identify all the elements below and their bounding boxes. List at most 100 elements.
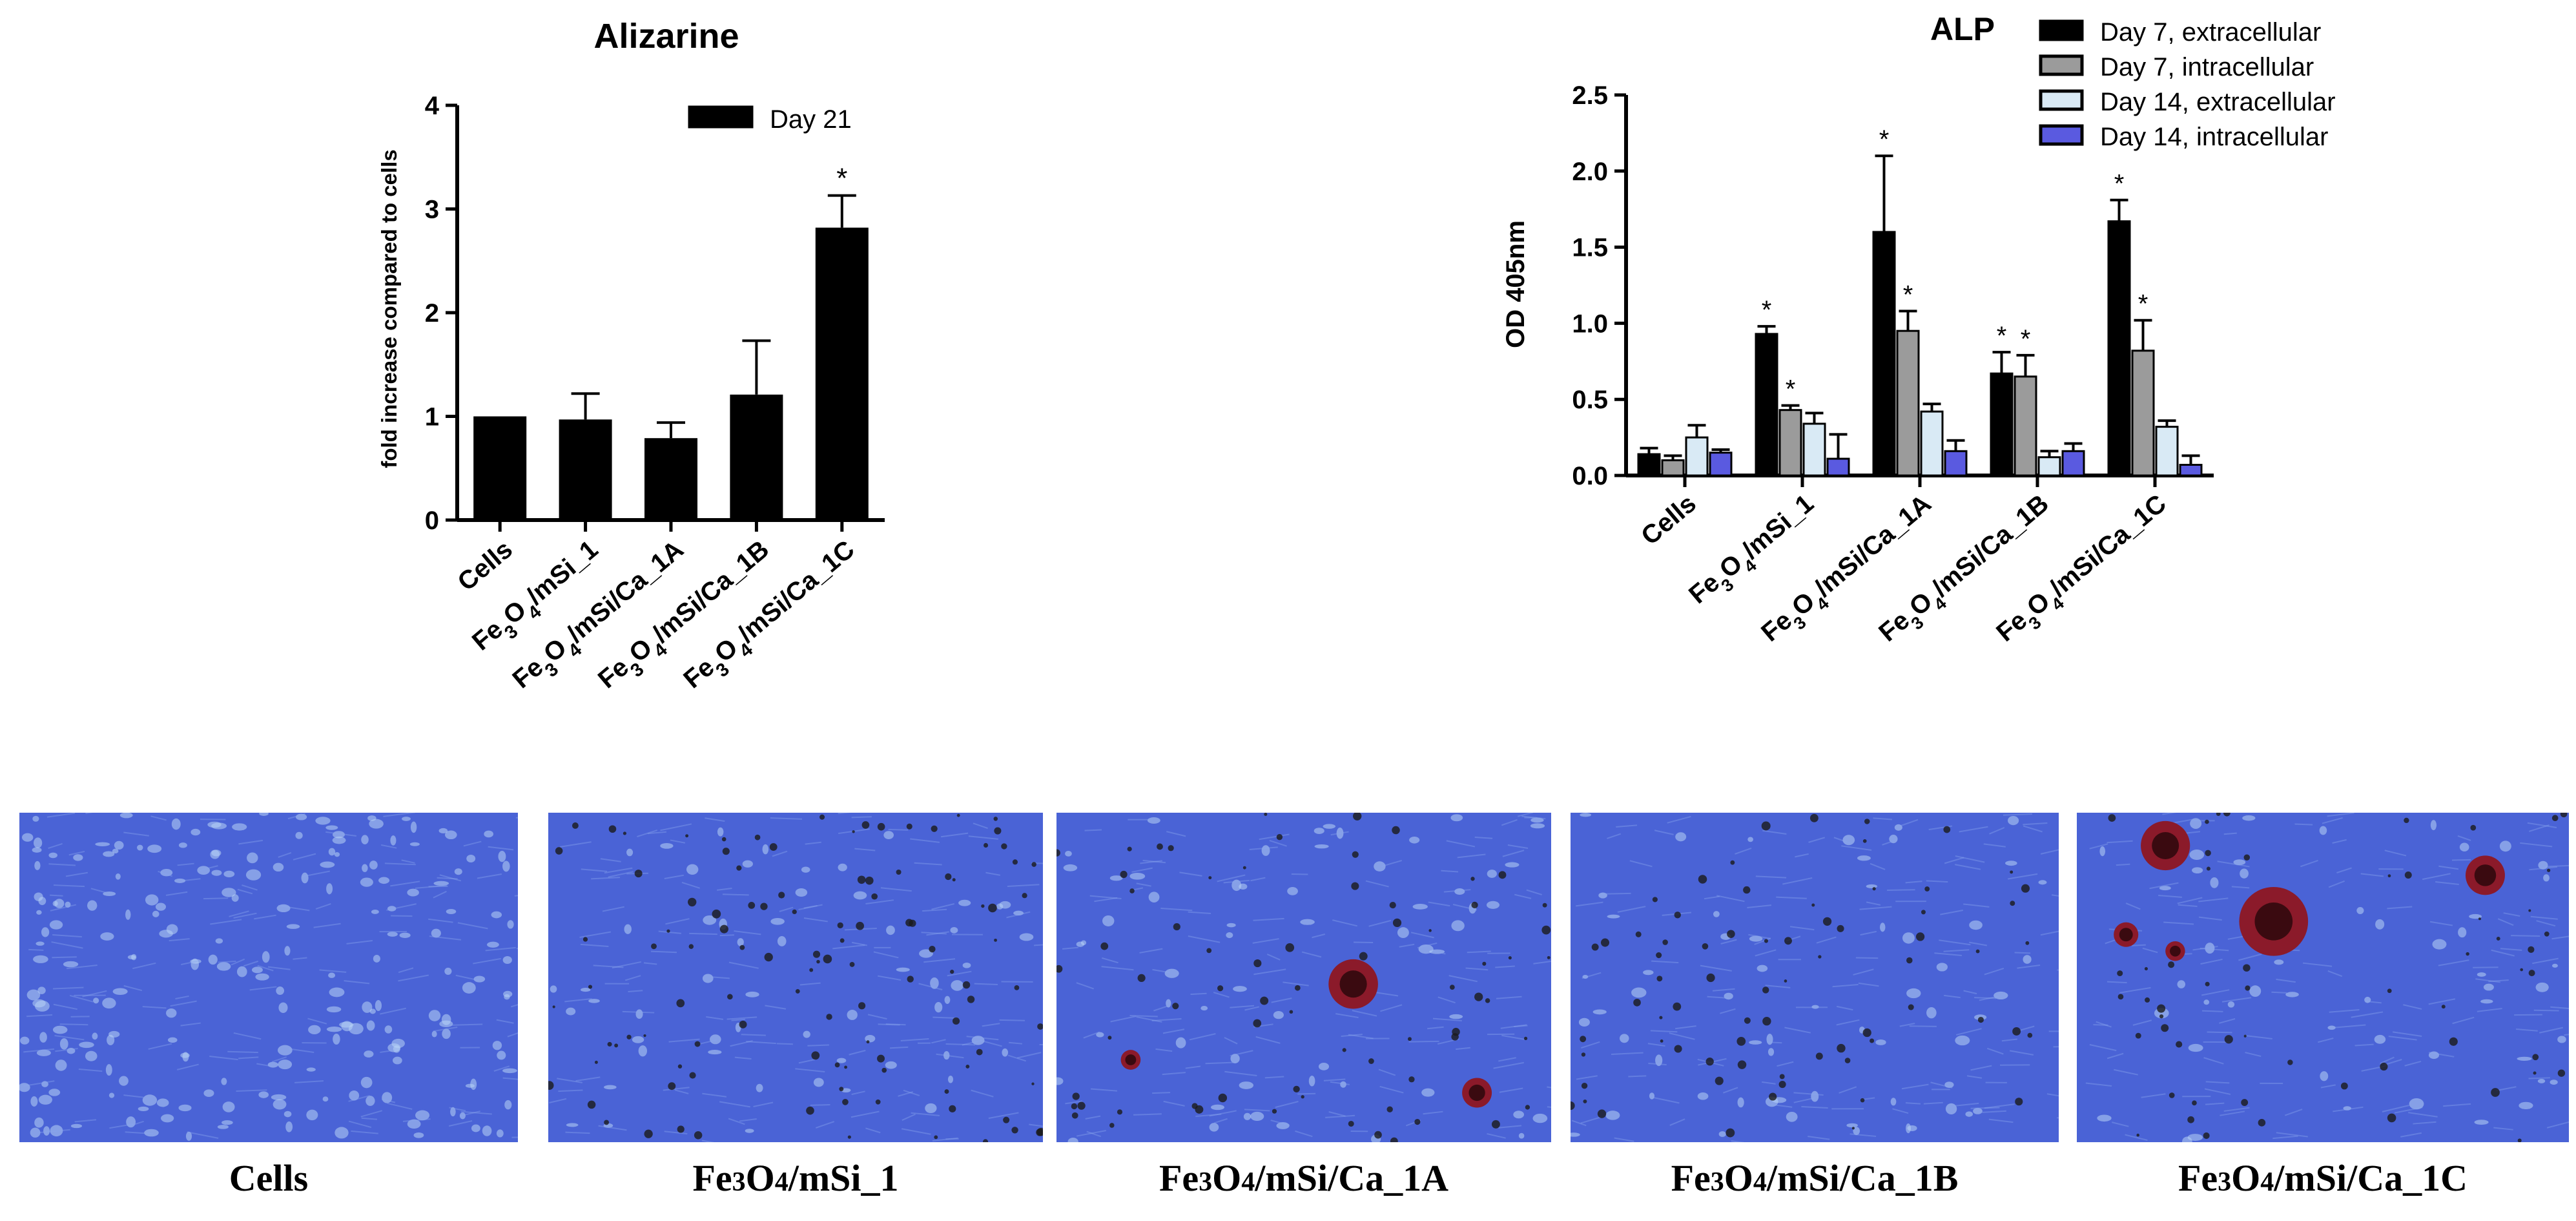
cell (92, 1032, 98, 1040)
fiber (187, 1131, 219, 1139)
cell (329, 987, 345, 997)
cell (2181, 1136, 2192, 1142)
deposit (548, 1081, 554, 1090)
fiber (668, 1038, 700, 1043)
fiber (2477, 1008, 2502, 1012)
fiber (2023, 825, 2043, 833)
alizarine-y-axis-label: fold increase compared to cells (377, 149, 401, 468)
calcium-nodule-core (1125, 1054, 1137, 1065)
cell (19, 1036, 30, 1045)
cell (1175, 1037, 1186, 1049)
fiber (1163, 1100, 1185, 1107)
cell (34, 837, 43, 848)
fiber (663, 1087, 690, 1091)
micrograph-caption: Fe3O4/mSi/Ca_1B (1671, 1157, 1959, 1199)
legend-swatch (688, 105, 754, 129)
deposit (1217, 985, 1224, 992)
deposit (984, 842, 989, 848)
cell (1713, 911, 1720, 917)
cell (1261, 845, 1270, 856)
fiber (598, 1125, 627, 1131)
cell (79, 1041, 94, 1049)
deposit (2387, 988, 2392, 994)
cell (626, 848, 634, 857)
fiber (1295, 1130, 1313, 1138)
fiber (2114, 1069, 2138, 1076)
cell (1902, 932, 1915, 944)
deposit (676, 999, 685, 1008)
fiber (485, 946, 516, 952)
fiber (1283, 981, 1309, 986)
fiber (294, 1080, 324, 1083)
deposit (1809, 813, 1819, 822)
fiber (795, 1068, 825, 1073)
cell (1518, 1132, 1525, 1139)
cell (703, 915, 717, 925)
cell (1697, 1092, 1709, 1100)
deposit (2136, 1133, 2139, 1137)
deposit (2168, 961, 2175, 968)
deposit (2117, 970, 2123, 977)
cell (2557, 1036, 2566, 1043)
cell (1109, 875, 1123, 881)
deposit (905, 919, 913, 927)
cell (1578, 1018, 1590, 1027)
cell (48, 852, 57, 859)
fiber (1816, 936, 1837, 944)
cell (413, 1132, 424, 1138)
fiber (229, 910, 249, 917)
fiber (1600, 892, 1631, 895)
deposit (1117, 1109, 1123, 1115)
cell (262, 951, 270, 963)
significance-marker: * (1762, 296, 1772, 324)
cell (2190, 818, 2202, 829)
deposit (677, 1125, 685, 1133)
fiber (493, 1065, 510, 1072)
fiber (2520, 842, 2553, 848)
calcium-nodule-core (1339, 970, 1367, 998)
cell (1336, 828, 1344, 839)
micrograph-cells (19, 813, 518, 1142)
cell (431, 928, 441, 938)
fiber (1031, 862, 1043, 864)
fiber (660, 823, 692, 831)
fiber (1793, 1092, 1824, 1096)
deposit (2135, 1032, 2141, 1039)
cell (178, 842, 187, 848)
cell (2177, 980, 2186, 988)
fiber (2198, 897, 2229, 903)
fiber (889, 1046, 909, 1049)
fiber (165, 891, 188, 896)
fiber (2192, 946, 2218, 951)
deposit (2176, 1041, 2183, 1048)
bar (1802, 423, 1826, 477)
cell (52, 1025, 68, 1034)
fiber (734, 930, 761, 935)
cell (473, 976, 486, 983)
deposit (1652, 897, 1658, 903)
fiber (1617, 906, 1646, 913)
fiber (511, 1136, 518, 1138)
deposit (572, 822, 579, 829)
fiber (1452, 904, 1478, 911)
fiber (1762, 830, 1787, 835)
fiber (902, 1113, 916, 1121)
deposit (856, 921, 864, 930)
significance-marker: * (836, 163, 847, 194)
cell (1211, 1104, 1225, 1111)
cell (813, 1078, 824, 1087)
cell (2483, 983, 2494, 991)
deposit (1761, 821, 1771, 831)
fiber (1188, 911, 1211, 915)
fiber (1230, 1005, 1255, 1008)
significance-marker: * (2114, 170, 2125, 198)
bar (2061, 450, 2085, 477)
fiber (237, 888, 253, 895)
deposit (643, 1034, 646, 1038)
deposit (1908, 1004, 1914, 1010)
fiber (2001, 1038, 2017, 1042)
fiber (1963, 903, 1990, 908)
cell (1397, 927, 1409, 938)
fiber (602, 906, 624, 912)
cell (180, 1052, 190, 1058)
